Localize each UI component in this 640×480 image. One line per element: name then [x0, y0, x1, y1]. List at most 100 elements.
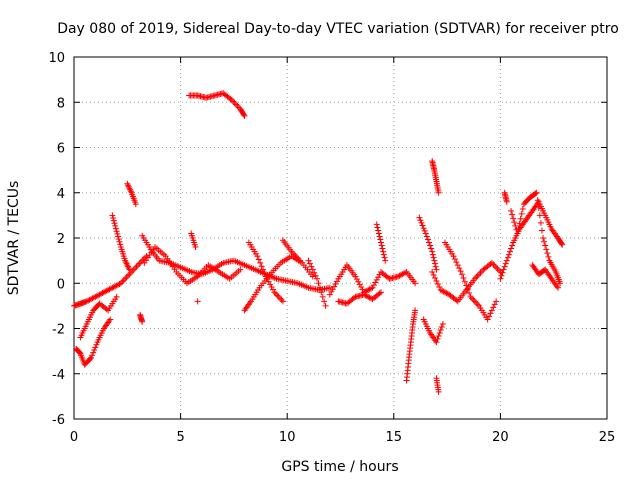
data-point: [437, 327, 444, 334]
data-point: [123, 274, 130, 281]
data-point: [503, 198, 510, 205]
data-point: [425, 239, 432, 246]
data-point: [305, 257, 312, 264]
data-point: [272, 290, 279, 297]
data-point: [459, 271, 466, 278]
data-point: [543, 246, 550, 253]
data-point: [429, 268, 436, 275]
data-point: [509, 242, 516, 249]
data-point: [534, 197, 541, 204]
data-point: [255, 256, 262, 263]
data-point: [333, 278, 340, 285]
data-point: [471, 298, 478, 305]
data-point: [332, 281, 339, 288]
data-point: [308, 263, 315, 270]
y-tick-label: 4: [57, 187, 65, 202]
data-point: [269, 286, 276, 293]
data-point: [412, 307, 419, 314]
data-point: [137, 259, 144, 266]
data-point: [318, 289, 325, 296]
data-point: [432, 263, 439, 270]
data-point: [356, 281, 363, 288]
data-point: [500, 266, 507, 273]
data-point: [126, 266, 133, 273]
data-point: [113, 293, 120, 300]
data-point: [268, 284, 275, 291]
data-point: [536, 212, 543, 219]
data-point: [374, 224, 381, 231]
data-point: [484, 316, 491, 323]
data-point: [117, 241, 124, 248]
data-point: [331, 283, 338, 290]
data-point: [497, 275, 504, 282]
data-point: [279, 298, 286, 305]
data-point: [376, 290, 383, 297]
data-point: [76, 349, 83, 356]
data-point: [86, 356, 93, 363]
data-point: [111, 220, 118, 227]
data-point: [464, 286, 471, 293]
data-point: [506, 248, 513, 255]
x-tick-label: 10: [279, 430, 296, 445]
data-point: [277, 295, 284, 302]
data-point: [516, 220, 523, 227]
data-point: [296, 257, 303, 264]
data-point: [136, 260, 143, 267]
data-point: [501, 263, 508, 270]
data-point: [554, 284, 561, 291]
data-point: [499, 269, 506, 276]
data-point: [421, 227, 428, 234]
data-point: [322, 302, 329, 309]
data-point: [109, 212, 116, 219]
data-point: [262, 273, 269, 280]
data-point: [457, 268, 464, 275]
data-point: [486, 313, 493, 320]
data-point: [503, 257, 510, 264]
data-point: [381, 254, 388, 261]
data-point: [488, 307, 495, 314]
data-point: [490, 304, 497, 311]
data-point: [476, 271, 483, 278]
data-point: [326, 291, 333, 298]
data-point: [114, 230, 121, 237]
data-point: [493, 298, 500, 305]
data-point: [412, 280, 419, 287]
data-point: [490, 261, 497, 268]
data-point: [377, 236, 384, 243]
data-point: [460, 274, 467, 281]
data-point: [433, 266, 440, 273]
data-point: [512, 222, 519, 229]
data-point: [538, 227, 545, 234]
data-point: [508, 245, 515, 252]
data-point: [510, 215, 517, 222]
data-point: [419, 222, 426, 229]
data-point: [376, 233, 383, 240]
data-point: [237, 266, 244, 273]
data-point: [275, 293, 282, 300]
data-point: [274, 292, 281, 299]
data-point: [533, 189, 540, 196]
data-point: [478, 268, 485, 275]
data-point: [494, 265, 501, 272]
data-point: [430, 271, 437, 278]
y-axis-label: SDTVAR / TECUs: [6, 181, 22, 296]
data-point: [375, 227, 382, 234]
data-point: [234, 103, 241, 110]
y-tick-label: 10: [48, 51, 65, 66]
data-point: [502, 260, 509, 267]
data-point: [417, 217, 424, 224]
y-tick-label: -4: [52, 368, 65, 383]
data-point: [434, 281, 441, 288]
plot-frame: [73, 56, 608, 420]
data-point: [369, 284, 376, 291]
data-point: [113, 228, 120, 235]
data-point: [133, 263, 140, 270]
y-tick-label: -2: [52, 323, 65, 338]
data-point: [451, 256, 458, 263]
data-point: [423, 233, 430, 240]
data-point: [505, 251, 512, 258]
data-point: [508, 207, 515, 214]
data-point: [433, 277, 440, 284]
data-point: [487, 310, 494, 317]
